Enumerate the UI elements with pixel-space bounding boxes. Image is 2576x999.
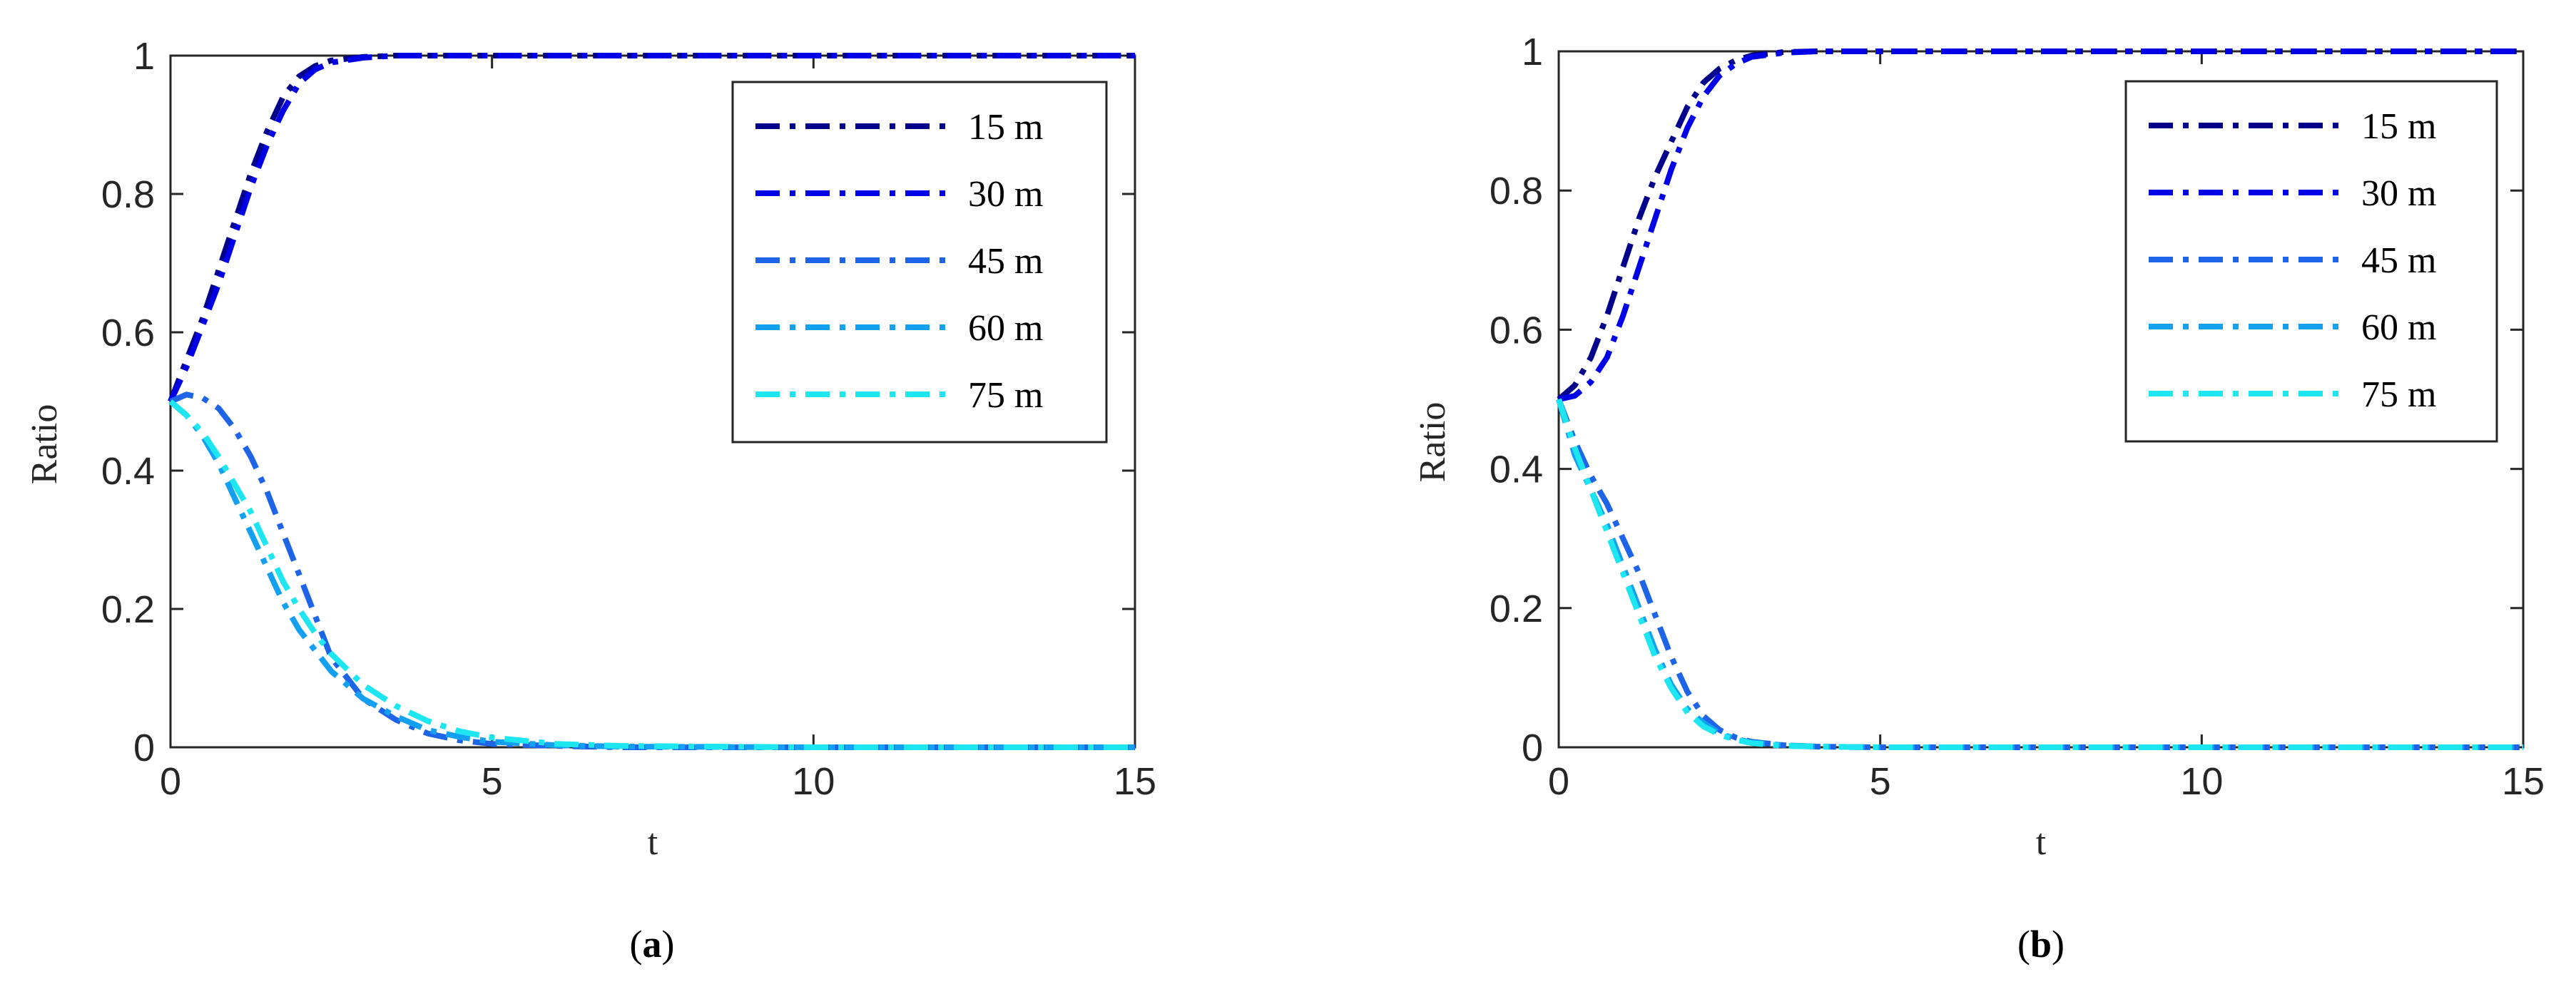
caption-letter: b [2030,923,2052,965]
caption-close: ) [2052,923,2065,965]
legend-label: 75 m [2361,374,2436,415]
caption-close: ) [662,923,675,965]
x-tick-label: 0 [1548,760,1569,803]
panel-caption: (b) [2017,923,2065,965]
y-tick-label: 1 [1522,31,1543,73]
legend-label: 15 m [968,107,1043,148]
series-line-75m [168,399,1135,750]
x-tick-label: 10 [2180,760,2223,803]
x-axis-label: t [2036,822,2047,863]
series-line-30m [168,53,1135,403]
y-tick-label: 1 [133,35,155,78]
legend-label: 60 m [968,308,1043,349]
y-tick-label: 0 [1522,727,1543,769]
series-line-45m [1556,398,2523,750]
x-tick-label: 15 [2502,760,2545,803]
legend-label: 30 m [968,174,1043,215]
y-tick-label: 0.8 [101,173,155,216]
x-tick-label: 15 [1114,760,1156,803]
x-tick-label: 5 [1870,760,1891,803]
y-tick-label: 0.6 [101,312,155,354]
legend-label: 15 m [2361,106,2436,147]
x-axis-label: t [648,822,658,863]
x-tick-label: 5 [482,760,503,803]
legend-label: 30 m [2361,173,2436,214]
panel-a: 0 5 10 15 0 0.2 0.4 0.6 0.8 1 t Ratio 15 m 30 m 45 m 60… [24,35,1156,965]
panel-b: 0 5 10 15 0 0.2 0.4 0.6 0.8 1 t Ratio 15 m 30 m 45 m 60… [1412,31,2545,965]
series-line-75m [1556,398,2523,750]
y-tick-label: 0.4 [1490,449,1543,491]
y-axis-label: Ratio [24,404,65,485]
y-tick-label: 0.2 [1490,588,1543,630]
series-line-60m [168,399,1135,750]
caption-open: ( [2017,923,2030,965]
y-axis-label: Ratio [1412,402,1453,483]
caption-open: ( [630,923,643,965]
series-line-30m [1558,48,2523,402]
y-tick-label: 0.6 [1490,309,1543,352]
caption-letter: a [643,923,662,965]
x-tick-label: 0 [160,760,181,803]
legend-label: 75 m [968,375,1043,416]
y-tick-label: 0.4 [101,450,155,493]
panel-caption: (a) [630,923,675,965]
x-tick-label: 10 [792,760,835,803]
y-tick-label: 0 [133,727,155,769]
legend-label: 45 m [2361,240,2436,281]
legend-label: 60 m [2361,307,2436,348]
legend-label: 45 m [968,241,1043,282]
y-tick-label: 0.2 [101,588,155,631]
y-tick-label: 0.8 [1490,170,1543,212]
